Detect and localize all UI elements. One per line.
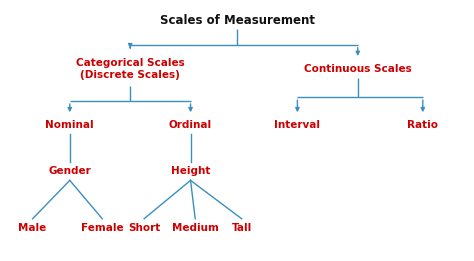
Text: Scales of Measurement: Scales of Measurement [159,14,315,27]
Text: Short: Short [128,223,160,233]
Text: Interval: Interval [274,120,320,130]
Text: Nominal: Nominal [46,120,94,130]
Text: Gender: Gender [48,167,91,176]
Text: Continuous Scales: Continuous Scales [304,64,411,74]
Text: Male: Male [18,223,47,233]
Text: Categorical Scales
(Discrete Scales): Categorical Scales (Discrete Scales) [76,58,184,80]
Text: Tall: Tall [231,223,252,233]
Text: Ratio: Ratio [407,120,438,130]
Text: Medium: Medium [172,223,219,233]
Text: Ordinal: Ordinal [169,120,212,130]
Text: Height: Height [171,167,210,176]
Text: Female: Female [81,223,124,233]
